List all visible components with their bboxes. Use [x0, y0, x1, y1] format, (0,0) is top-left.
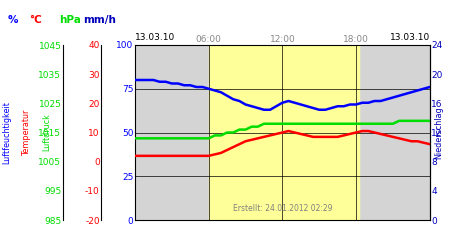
- Text: %: %: [7, 15, 18, 25]
- Text: °C: °C: [30, 15, 42, 25]
- Bar: [209, 45, 359, 220]
- Text: Luftdruck: Luftdruck: [42, 114, 51, 152]
- Text: Temperatur: Temperatur: [22, 109, 32, 156]
- Text: Erstellt: 24.01.2012 02:29: Erstellt: 24.01.2012 02:29: [233, 204, 332, 213]
- Text: mm/h: mm/h: [83, 15, 117, 25]
- Text: Luftfeuchtigkeit: Luftfeuchtigkeit: [2, 101, 11, 164]
- Text: Niederschlag: Niederschlag: [434, 106, 443, 159]
- Text: hPa: hPa: [59, 15, 81, 25]
- Text: 13.03.10: 13.03.10: [390, 34, 430, 42]
- Text: 13.03.10: 13.03.10: [135, 34, 175, 42]
